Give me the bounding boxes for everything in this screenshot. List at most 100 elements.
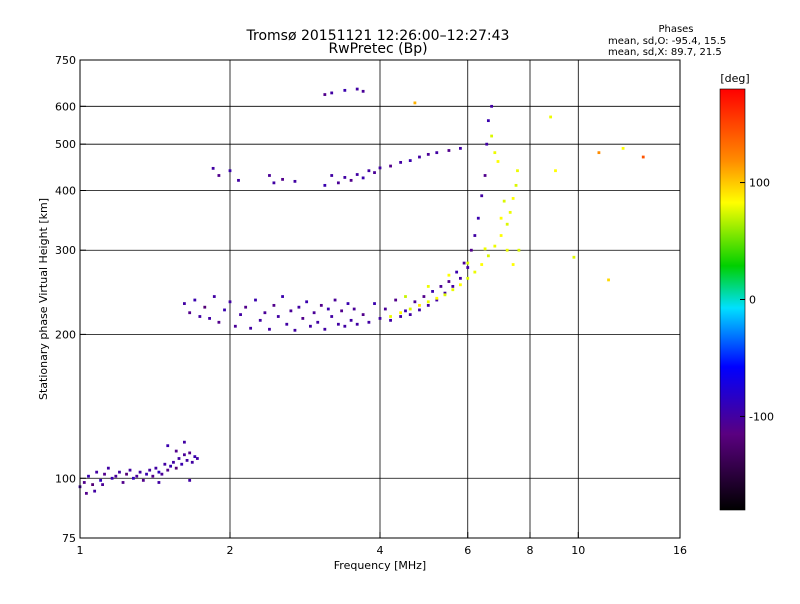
colorbar-unit-label: [deg]	[720, 72, 749, 85]
data-point	[323, 183, 327, 187]
data-point	[394, 298, 398, 302]
stats-title: Phases	[658, 24, 693, 35]
data-point	[408, 307, 412, 311]
data-point	[211, 166, 215, 170]
data-point	[151, 474, 155, 478]
data-point	[493, 151, 497, 155]
data-point	[293, 328, 297, 332]
data-point	[511, 263, 515, 266]
data-point	[182, 440, 186, 444]
stats-o-mode: mean, sd,O: -95.4, 15.5	[608, 36, 726, 47]
data-point	[340, 309, 344, 313]
data-point	[312, 311, 316, 315]
data-point	[517, 248, 521, 252]
data-point	[333, 298, 337, 302]
colorbar-ticks: 100 0 -100	[740, 177, 774, 423]
data-point	[413, 101, 417, 105]
data-point	[418, 303, 421, 307]
data-point	[514, 183, 518, 187]
data-point	[103, 472, 106, 476]
data-point	[285, 322, 289, 326]
data-point	[125, 472, 128, 476]
data-point	[190, 460, 194, 464]
data-point	[223, 308, 226, 312]
data-point	[99, 478, 103, 482]
data-point	[101, 483, 104, 487]
data-point	[418, 308, 421, 312]
data-point	[91, 483, 95, 487]
data-point	[455, 270, 459, 274]
data-point	[483, 174, 487, 177]
data-point	[244, 305, 248, 309]
data-point	[451, 288, 455, 292]
data-point	[459, 276, 462, 280]
data-point	[272, 303, 276, 307]
x-tick-label: 6	[464, 544, 471, 557]
data-point	[378, 317, 382, 320]
data-point	[154, 466, 158, 470]
data-point	[413, 300, 417, 304]
data-point	[554, 169, 557, 173]
data-point	[473, 270, 477, 274]
data-point	[502, 199, 506, 203]
data-point	[389, 164, 392, 168]
data-point	[355, 322, 359, 326]
data-point	[349, 318, 353, 322]
data-point	[93, 489, 97, 493]
data-point	[110, 476, 114, 480]
data-point	[319, 303, 323, 307]
data-point	[343, 88, 347, 92]
data-point	[367, 169, 371, 173]
colorbar-tick-label: 100	[749, 177, 770, 190]
data-point	[399, 315, 403, 318]
data-point	[166, 468, 170, 472]
y-tick-label: 300	[55, 244, 76, 257]
data-point	[343, 176, 347, 179]
x-axis-label: Frequency [MHz]	[334, 559, 426, 572]
data-point	[459, 146, 462, 150]
data-point	[268, 174, 271, 177]
data-point	[399, 311, 403, 315]
data-point	[233, 324, 237, 328]
y-tick-label: 75	[62, 532, 76, 545]
plot-area: 1 2 4 6 8 10 16 75 100 200 300 400 500 600 750	[55, 54, 687, 557]
data-point	[95, 470, 99, 474]
x-tick-label: 8	[527, 544, 534, 557]
data-point	[572, 255, 576, 259]
data-point	[373, 171, 376, 175]
data-point	[361, 176, 365, 180]
data-point	[135, 474, 139, 478]
data-point	[462, 261, 466, 265]
y-tick-label: 750	[55, 54, 76, 67]
data-point	[305, 300, 309, 304]
y-tick-label: 200	[55, 328, 76, 341]
data-point	[499, 234, 503, 237]
data-point	[511, 197, 515, 200]
chart-title: Tromsø 20151121 12:26:00–12:27:43	[246, 28, 510, 44]
data-point	[106, 466, 110, 470]
data-point	[426, 303, 430, 307]
series-o-mode	[78, 87, 494, 495]
data-point	[349, 178, 353, 182]
data-point	[237, 178, 240, 182]
data-point	[549, 115, 553, 119]
data-point	[163, 462, 167, 466]
data-point	[469, 248, 473, 252]
chart-subtitle: RwPretec (Bp)	[328, 41, 427, 57]
data-point	[195, 457, 199, 460]
data-point	[496, 160, 500, 163]
x-tick-label: 2	[227, 544, 234, 557]
data-point	[203, 305, 207, 309]
data-point	[343, 324, 347, 328]
y-axis-label: Stationary phase Virtual Height [km]	[37, 198, 50, 400]
data-point	[404, 309, 407, 313]
data-point	[297, 305, 301, 309]
data-point	[508, 210, 512, 214]
stats-x-mode: mean, sd,X: 89.7, 21.5	[608, 47, 722, 58]
data-point	[355, 173, 359, 176]
data-point	[641, 155, 645, 159]
data-point	[443, 293, 447, 297]
data-point	[499, 216, 503, 220]
data-point	[408, 313, 412, 317]
data-point	[426, 300, 430, 304]
